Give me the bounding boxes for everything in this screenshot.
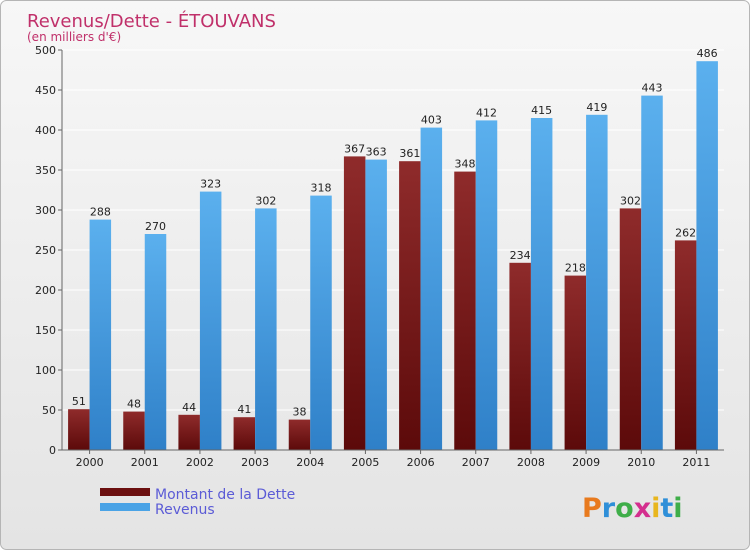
data-label-revenus-2007: 412 xyxy=(476,106,497,119)
chart-title: Revenus/Dette - ÉTOUVANS xyxy=(27,10,276,32)
logo-letter: t xyxy=(660,493,673,524)
y-tick-label: 100 xyxy=(35,364,56,377)
y-tick-label: 300 xyxy=(35,204,56,217)
data-label-revenus-2011: 486 xyxy=(697,47,718,60)
data-label-debt-2000: 51 xyxy=(72,395,86,408)
legend-label-debt: Montant de la Dette xyxy=(155,487,295,503)
bar-revenus-2011 xyxy=(696,61,718,450)
logo-letter: o xyxy=(615,493,634,524)
x-tick-label-2005: 2005 xyxy=(351,456,379,469)
bar-revenus-2002 xyxy=(199,191,222,450)
bar-debt-2005 xyxy=(343,156,366,450)
bar-debt-2000 xyxy=(68,409,90,450)
data-label-revenus-2000: 288 xyxy=(90,206,111,219)
legend-swatch-revenus xyxy=(100,503,150,511)
data-label-debt-2005: 367 xyxy=(344,142,365,155)
bar-revenus-2001 xyxy=(144,234,167,450)
x-tick-label-2001: 2001 xyxy=(131,456,159,469)
x-tick-label-2011: 2011 xyxy=(682,456,710,469)
logo-letter: P xyxy=(582,493,602,524)
x-tick-label-2004: 2004 xyxy=(296,456,324,469)
x-tick-label-2007: 2007 xyxy=(462,456,490,469)
logo-letter: i xyxy=(673,493,682,524)
bar-debt-2002 xyxy=(178,414,200,450)
x-tick-label-2003: 2003 xyxy=(241,456,269,469)
bar-revenus-2000 xyxy=(89,219,112,450)
y-tick-label: 0 xyxy=(49,444,56,457)
data-label-debt-2009: 218 xyxy=(565,262,586,275)
data-label-debt-2006: 361 xyxy=(399,147,420,160)
bar-debt-2011 xyxy=(674,240,697,450)
data-label-debt-2008: 234 xyxy=(510,249,531,262)
proxiti-logo: Proxiti xyxy=(582,493,683,524)
bar-debt-2007 xyxy=(454,171,476,450)
data-label-debt-2002: 44 xyxy=(182,401,196,414)
data-label-revenus-2002: 323 xyxy=(200,178,221,191)
y-tick-label: 150 xyxy=(35,324,56,337)
data-label-revenus-2006: 403 xyxy=(421,114,442,127)
data-label-debt-2010: 302 xyxy=(620,194,641,207)
grid-lines xyxy=(62,49,724,411)
bar-revenus-2003 xyxy=(255,208,277,450)
bar-revenus-2007 xyxy=(475,120,498,451)
logo-letter: r xyxy=(602,493,616,524)
x-tick-label-2010: 2010 xyxy=(627,456,655,469)
x-tick-label-2009: 2009 xyxy=(572,456,600,469)
data-label-revenus-2008: 415 xyxy=(531,104,552,117)
bar-revenus-2006 xyxy=(420,127,443,450)
data-label-revenus-2003: 302 xyxy=(255,194,276,207)
data-label-debt-2011: 262 xyxy=(675,226,696,239)
y-tick-label: 50 xyxy=(42,404,56,417)
x-tick-label-2002: 2002 xyxy=(186,456,214,469)
data-label-revenus-2004: 318 xyxy=(311,182,332,195)
bar-debt-2001 xyxy=(123,411,145,450)
bar-debt-2010 xyxy=(619,208,642,450)
y-tick-label: 450 xyxy=(35,84,56,97)
y-tick-label: 500 xyxy=(35,44,56,57)
legend-label-revenus: Revenus xyxy=(155,502,215,518)
legend: Montant de la Dette Revenus xyxy=(100,487,295,518)
chart-subtitle: (en milliers d'€) xyxy=(27,30,121,44)
y-tick-label: 350 xyxy=(35,164,56,177)
data-label-debt-2001: 48 xyxy=(127,398,141,411)
data-label-revenus-2001: 270 xyxy=(145,220,166,233)
x-tick-label-2008: 2008 xyxy=(517,456,545,469)
x-axis-ticks: 2000 2001 2002 2003 2004 2005 2006 2007 2008 2009… xyxy=(76,450,710,469)
bar-debt-2006 xyxy=(399,161,421,450)
x-tick-label-2006: 2006 xyxy=(407,456,435,469)
y-axis-ticks: 0 50 100 150 200 250 300 350 400 450 500 xyxy=(35,44,62,457)
bar-debt-2008 xyxy=(509,262,531,450)
data-label-debt-2004: 38 xyxy=(293,406,307,419)
bar-revenus-2005 xyxy=(365,159,387,450)
bar-debt-2009 xyxy=(564,275,587,450)
bar-debt-2003 xyxy=(233,417,256,450)
bar-revenus-2009 xyxy=(586,114,608,451)
data-label-revenus-2010: 443 xyxy=(642,82,663,95)
logo-letter: i xyxy=(651,493,660,524)
legend-swatch-debt xyxy=(100,488,150,496)
data-label-debt-2003: 41 xyxy=(237,403,251,416)
logo-letter: x xyxy=(634,493,651,524)
x-tick-label-2000: 2000 xyxy=(76,456,104,469)
data-label-debt-2007: 348 xyxy=(455,158,476,171)
y-tick-label: 200 xyxy=(35,284,56,297)
bar-revenus-2004 xyxy=(310,195,332,450)
data-label-revenus-2005: 363 xyxy=(366,146,387,159)
data-label-revenus-2009: 419 xyxy=(586,101,607,114)
bar-revenus-2008 xyxy=(530,118,553,450)
bar-revenus-2010 xyxy=(641,95,663,450)
bar-debt-2004 xyxy=(288,419,311,450)
y-tick-label: 400 xyxy=(35,124,56,137)
bars xyxy=(68,61,718,451)
y-tick-label: 250 xyxy=(35,244,56,257)
data-labels: 51 288 48 270 44 323 41 302 38 318 367 363 361 403 348… xyxy=(72,47,718,418)
